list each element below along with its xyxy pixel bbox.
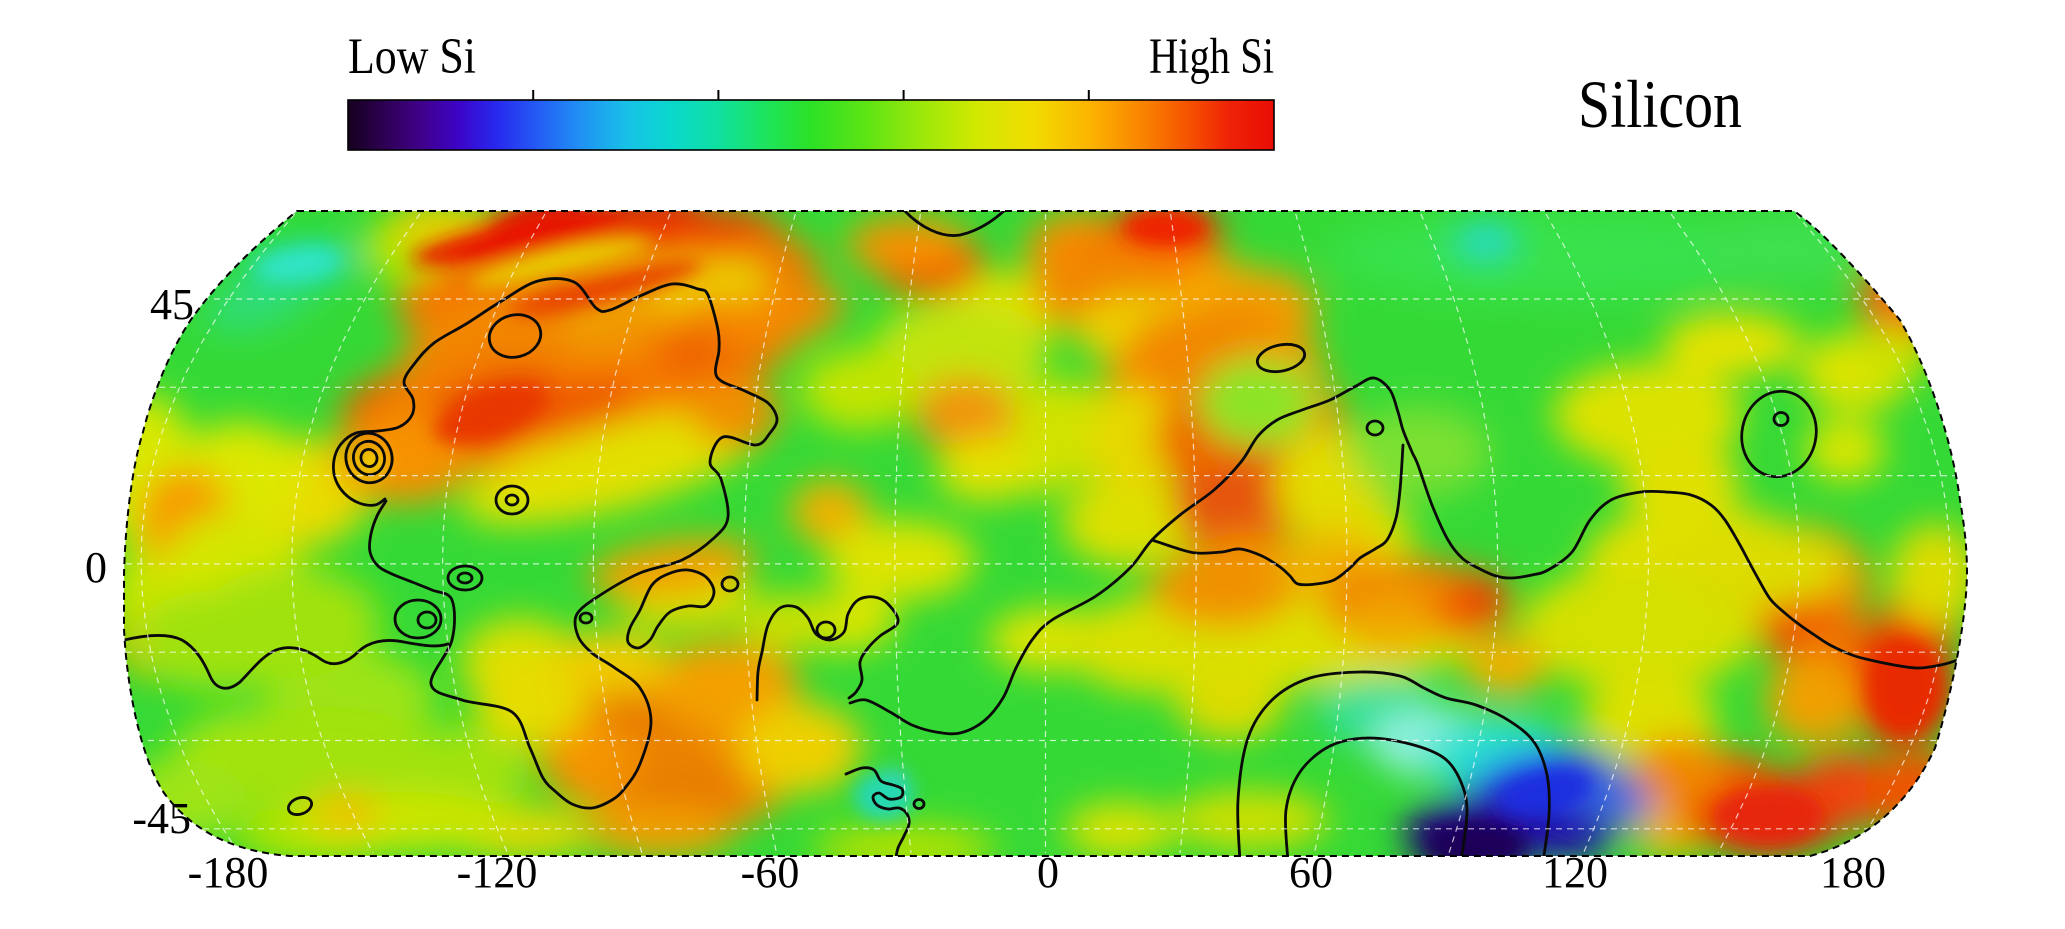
svg-text:Low Si: Low Si [348, 29, 476, 85]
svg-text:High Si: High Si [1149, 29, 1274, 85]
svg-text:0: 0 [1037, 848, 1059, 897]
svg-text:0: 0 [85, 543, 107, 592]
svg-text:180: 180 [1820, 848, 1886, 897]
svg-text:60: 60 [1289, 848, 1333, 897]
svg-text:120: 120 [1542, 848, 1608, 897]
svg-text:-120: -120 [457, 848, 538, 897]
svg-text:45: 45 [150, 280, 194, 329]
svg-text:-180: -180 [188, 848, 269, 897]
svg-text:Silicon: Silicon [1578, 66, 1742, 142]
svg-text:-60: -60 [741, 848, 800, 897]
svg-text:-45: -45 [132, 794, 191, 843]
